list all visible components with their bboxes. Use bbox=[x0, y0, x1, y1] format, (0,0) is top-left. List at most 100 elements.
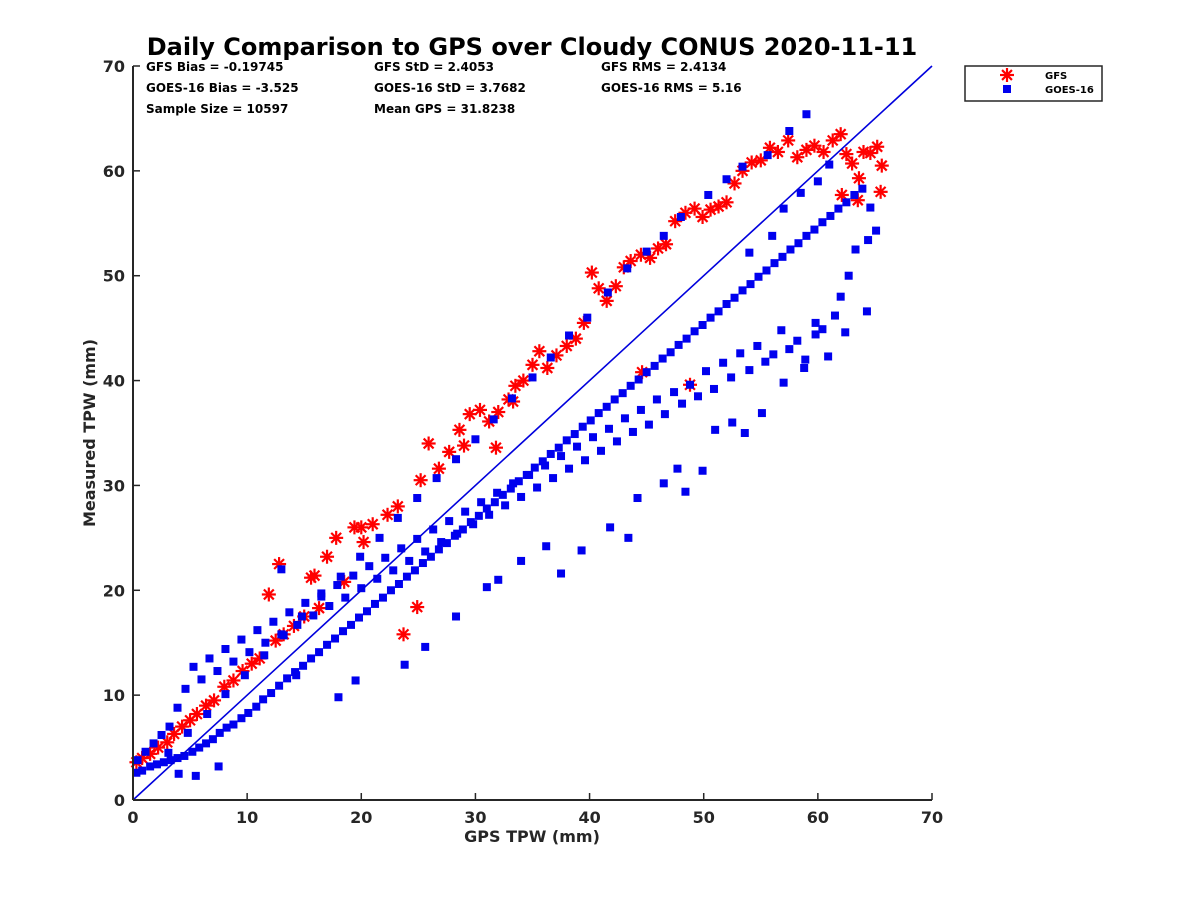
gfs-point bbox=[540, 360, 555, 375]
goes16-point bbox=[554, 443, 563, 452]
goes16-point bbox=[259, 695, 268, 704]
goes16-point bbox=[714, 307, 723, 316]
goes16-point bbox=[541, 461, 550, 470]
goes16-point bbox=[159, 758, 168, 767]
goes16-point bbox=[507, 394, 516, 403]
goes16-point bbox=[378, 593, 387, 602]
goes16-point bbox=[841, 328, 850, 337]
goes16-point bbox=[132, 768, 141, 777]
gfs-point bbox=[770, 144, 785, 159]
goes16-point bbox=[761, 357, 770, 366]
x-tick-label: 40 bbox=[578, 808, 600, 827]
gfs-point bbox=[834, 187, 849, 202]
goes16-point bbox=[275, 681, 284, 690]
gfs-point bbox=[491, 405, 506, 420]
goes16-point bbox=[836, 292, 845, 301]
gfs-point bbox=[870, 139, 885, 154]
goes16-point bbox=[375, 533, 384, 542]
goes16-point bbox=[381, 553, 390, 562]
x-tick-label: 30 bbox=[464, 808, 486, 827]
goes16-point bbox=[624, 533, 633, 542]
goes16-point bbox=[351, 676, 360, 685]
gfs-point bbox=[591, 281, 606, 296]
goes16-point bbox=[830, 311, 839, 320]
gfs-point bbox=[421, 436, 436, 451]
goes16-point bbox=[736, 349, 745, 358]
goes16-point bbox=[164, 748, 173, 757]
legend-items: GFS GOES-16 bbox=[1000, 68, 1094, 96]
goes16-point bbox=[676, 212, 685, 221]
goes16-point bbox=[152, 760, 161, 769]
gfs-point bbox=[244, 656, 259, 671]
gfs-point bbox=[268, 633, 283, 648]
goes16-point bbox=[644, 420, 653, 429]
stat-text: GFS Bias = -0.19745 bbox=[146, 60, 283, 74]
goes16-point bbox=[334, 693, 343, 702]
gfs-point bbox=[825, 133, 840, 148]
one-to-one-line bbox=[132, 65, 933, 801]
gfs-point bbox=[217, 679, 232, 694]
x-tick-label: 50 bbox=[693, 808, 715, 827]
gfs-point bbox=[568, 331, 583, 346]
goes16-point bbox=[818, 218, 827, 227]
gfs-point bbox=[431, 461, 446, 476]
goes16-point bbox=[606, 523, 615, 532]
goes16-point bbox=[681, 487, 690, 496]
goes16-point bbox=[237, 635, 246, 644]
gfs-point bbox=[790, 150, 805, 165]
goes16-point bbox=[779, 378, 788, 387]
gfs-point bbox=[472, 402, 487, 417]
goes16-point bbox=[517, 492, 526, 501]
chart-title: Daily Comparison to GPS over Cloudy CONU… bbox=[147, 33, 918, 61]
goes16-point bbox=[777, 326, 786, 335]
goes16-point bbox=[719, 358, 728, 367]
goes16-point bbox=[533, 483, 542, 492]
goes16-point bbox=[498, 490, 507, 499]
gfs-point bbox=[608, 279, 623, 294]
goes16-point bbox=[393, 513, 402, 522]
goes16-point bbox=[301, 598, 310, 607]
goes16-point bbox=[437, 538, 446, 547]
goes16-point bbox=[325, 602, 334, 611]
goes16-point bbox=[763, 151, 772, 160]
goes16-point bbox=[215, 728, 224, 737]
goes16-point bbox=[698, 466, 707, 475]
goes16-point bbox=[356, 552, 365, 561]
goes16-point bbox=[205, 654, 214, 663]
goes16-point bbox=[133, 756, 142, 765]
goes16-point bbox=[293, 620, 302, 629]
y-tick-label: 50 bbox=[103, 267, 125, 286]
goes16-point bbox=[618, 389, 627, 398]
goes16-point bbox=[779, 204, 788, 213]
goes16-point bbox=[796, 188, 805, 197]
goes16-point bbox=[229, 657, 238, 666]
goes16-point bbox=[501, 501, 510, 510]
goes16-point bbox=[581, 456, 590, 465]
goes16-point bbox=[323, 640, 332, 649]
gfs-point bbox=[160, 735, 175, 750]
goes16-point bbox=[157, 730, 166, 739]
legend-goes16-marker bbox=[1003, 85, 1011, 93]
goes16-point bbox=[489, 415, 498, 424]
goes16-point bbox=[546, 449, 555, 458]
gfs-point bbox=[396, 627, 411, 642]
legend: GFS GOES-16 bbox=[964, 65, 1103, 102]
goes16-point bbox=[418, 559, 427, 568]
tick-layer: 0 10 20 30 40 50 60 70 0 10 20 30 40 50 60 70 bbox=[103, 57, 943, 827]
goes16-point bbox=[197, 675, 206, 684]
goes16-point bbox=[267, 689, 276, 698]
goes16-point bbox=[299, 661, 308, 670]
goes16-point bbox=[682, 334, 691, 343]
goes16-point bbox=[538, 457, 547, 466]
goes16-point bbox=[690, 327, 699, 336]
goes16-point bbox=[826, 211, 835, 220]
goes16-point bbox=[370, 599, 379, 608]
goes16-point bbox=[307, 654, 316, 663]
gfs-point bbox=[307, 568, 322, 583]
goes16-point bbox=[603, 288, 612, 297]
goes16-point bbox=[434, 545, 443, 554]
gfs-point bbox=[559, 338, 574, 353]
goes16-point bbox=[253, 626, 262, 635]
legend-gfs-marker bbox=[1000, 68, 1014, 82]
